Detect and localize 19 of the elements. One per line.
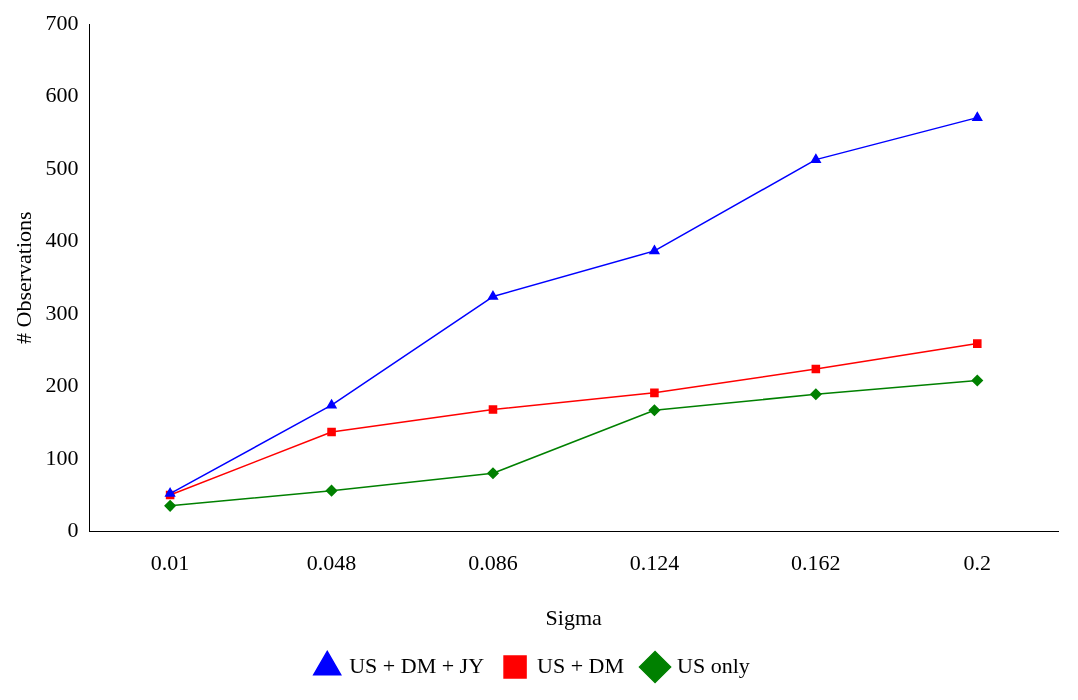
y-tick-label: 100 [45, 444, 79, 470]
x-tick-label: 0.086 [468, 550, 518, 576]
y-axis-title: # Observations [10, 211, 36, 344]
x-tick-label: 0.01 [150, 550, 190, 576]
legend-label: US + DM [537, 652, 625, 678]
x-tick-label: 0.162 [791, 550, 841, 576]
x-axis-title: Sigma [545, 604, 603, 630]
y-tick-label: 300 [45, 299, 79, 325]
y-tick-label: 200 [45, 372, 79, 398]
legend-label: US + DM + JY [349, 652, 485, 678]
y-tick-label: 400 [45, 227, 79, 253]
y-tick-label: 700 [45, 9, 79, 35]
x-tick-label: 0.048 [306, 550, 357, 576]
y-tick-label: 0 [67, 516, 79, 542]
x-tick-label: 0.2 [963, 550, 992, 576]
y-tick-label: 600 [45, 82, 79, 108]
y-tick-label: 500 [45, 154, 79, 180]
x-tick-label: 0.124 [629, 550, 680, 576]
legend-label: US only [677, 652, 750, 678]
